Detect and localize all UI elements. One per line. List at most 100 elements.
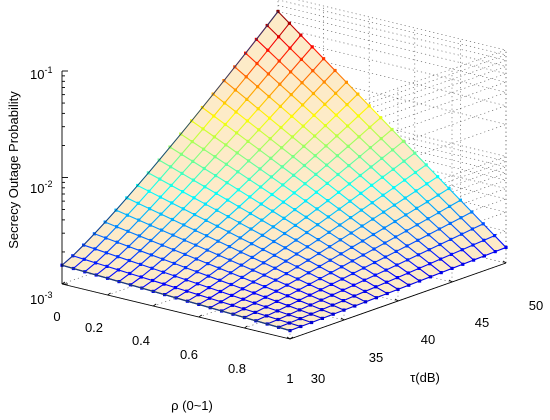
mesh-line <box>383 204 395 213</box>
mesh-line <box>372 218 385 229</box>
mesh-line <box>347 125 360 138</box>
mesh-line <box>280 115 293 128</box>
mesh-line <box>236 141 249 154</box>
mesh-line <box>405 214 418 226</box>
mesh-line <box>151 254 163 260</box>
mesh-line <box>325 114 337 126</box>
data-point <box>293 208 297 212</box>
mesh-line <box>437 176 450 189</box>
mesh-line <box>290 82 303 95</box>
surface-patch <box>208 268 231 281</box>
mesh-line <box>242 288 255 294</box>
data-point <box>380 175 384 179</box>
data-point <box>470 227 474 231</box>
mesh-line <box>323 58 336 71</box>
x-tick <box>107 292 111 296</box>
mesh-line <box>129 260 141 265</box>
surface-patch <box>202 94 225 116</box>
mesh-line <box>387 288 399 295</box>
data-point <box>172 261 176 265</box>
mesh-line <box>278 36 291 49</box>
mesh-line <box>328 216 341 226</box>
mesh-line <box>416 201 428 209</box>
data-point <box>370 183 374 187</box>
mesh-line <box>428 244 441 251</box>
x-tick-label: 0 <box>53 309 60 324</box>
mesh-line <box>275 290 288 297</box>
data-point <box>251 268 255 272</box>
surface-patch <box>427 195 450 213</box>
data-point <box>349 216 353 220</box>
mesh-line <box>427 218 440 230</box>
mesh-line <box>280 105 293 117</box>
mesh-line <box>296 266 309 274</box>
data-point <box>394 249 398 253</box>
mesh-line <box>219 279 232 286</box>
data-point <box>201 127 205 131</box>
mesh-line <box>196 249 208 260</box>
surface-patch <box>419 263 442 277</box>
data-point <box>295 252 299 256</box>
axis-layer <box>61 70 507 340</box>
data-point <box>228 258 232 262</box>
data-point <box>374 285 378 289</box>
mesh-line <box>238 179 250 191</box>
mesh-line <box>287 289 299 297</box>
data-point <box>383 255 387 259</box>
data-point <box>196 282 200 286</box>
data-point <box>450 266 454 270</box>
mesh-line <box>305 216 318 226</box>
mesh-line <box>273 233 285 242</box>
surface-patch <box>192 128 215 150</box>
data-point <box>439 271 443 275</box>
surface-patch <box>153 284 176 295</box>
data-point <box>347 164 351 168</box>
mesh-line <box>370 138 382 149</box>
mesh-line <box>300 321 312 328</box>
mesh-line <box>237 171 250 180</box>
mesh-line <box>174 267 186 277</box>
surface-patch <box>473 240 496 256</box>
mesh-line <box>403 152 416 162</box>
mesh-line <box>140 263 153 269</box>
mesh-line <box>415 164 427 173</box>
data-point <box>275 309 279 313</box>
surface-patch <box>472 223 495 241</box>
data-point <box>203 202 207 206</box>
data-point <box>207 286 211 290</box>
mesh-line <box>294 209 307 218</box>
mesh-line <box>372 211 384 220</box>
mesh-line <box>287 295 300 301</box>
mesh-line <box>293 165 305 176</box>
mesh-line <box>191 141 204 150</box>
surface-patch <box>407 240 430 255</box>
data-point <box>104 236 108 240</box>
mesh-line <box>227 189 239 201</box>
mesh-line <box>394 221 407 232</box>
mesh-line <box>241 264 254 271</box>
mesh-line <box>220 294 233 303</box>
data-point <box>413 170 417 175</box>
mesh-line <box>407 267 420 274</box>
data-point <box>264 305 268 309</box>
data-point <box>257 148 261 152</box>
mesh-line <box>193 179 206 188</box>
mesh-line <box>151 267 164 273</box>
mesh-line <box>293 192 306 202</box>
surface-patch <box>152 259 175 273</box>
mesh-line <box>239 222 252 230</box>
mesh-line <box>360 184 372 194</box>
data-point <box>160 243 164 247</box>
mesh-line <box>308 278 321 285</box>
mesh-line <box>383 211 396 222</box>
surface-patch <box>170 154 193 174</box>
mesh-line <box>382 168 394 178</box>
mesh-line <box>221 304 233 312</box>
mesh-line <box>325 135 338 147</box>
mesh-line <box>325 145 338 157</box>
surface-patch <box>185 259 208 272</box>
mesh-line <box>298 289 311 296</box>
mesh-line <box>275 279 288 286</box>
mesh-line <box>288 309 300 316</box>
mesh-line <box>351 240 363 248</box>
